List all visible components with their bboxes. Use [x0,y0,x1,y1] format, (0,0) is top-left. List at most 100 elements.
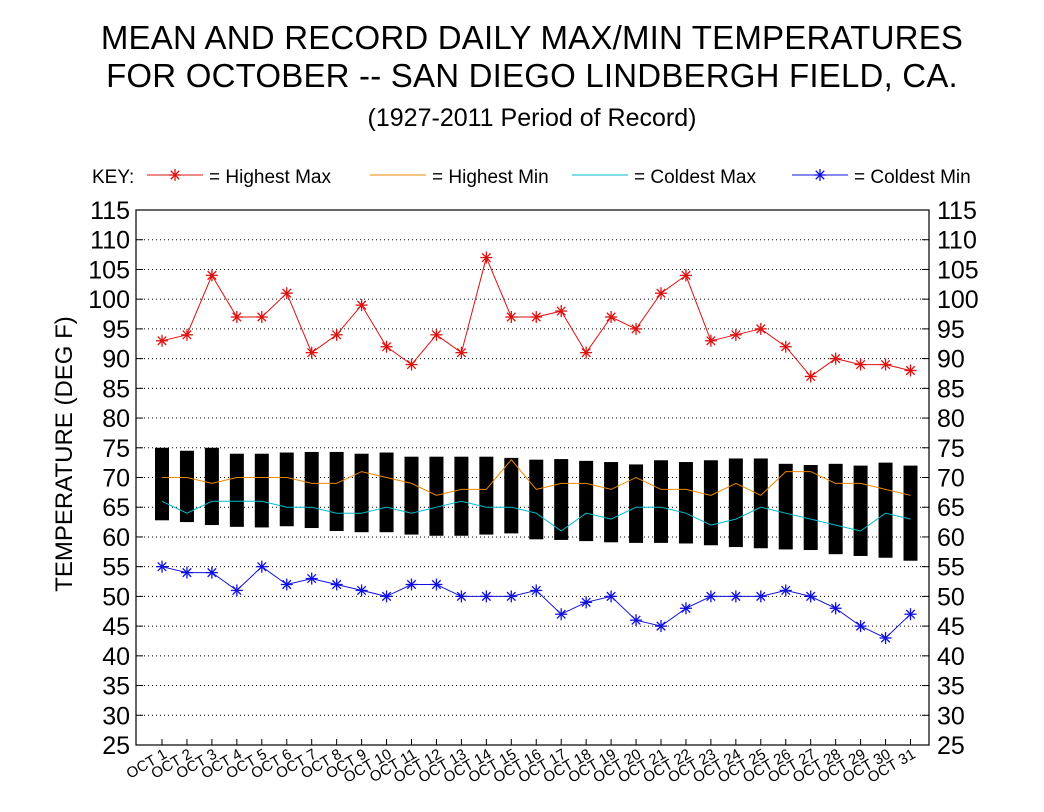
asterisk-marker [630,614,643,627]
y-tick-label-left: 25 [102,732,130,760]
y-tick-label-left: 55 [102,554,130,582]
asterisk-marker [555,608,568,621]
chart-title-line2: FOR OCTOBER -- SAN DIEGO LINDBERGH FIELD… [106,57,958,94]
y-tick-label-right: 45 [937,613,965,641]
asterisk-marker [255,311,268,323]
asterisk-marker [854,358,867,371]
mean-range-bar [778,463,793,550]
asterisk-marker [330,328,343,341]
asterisk-marker [879,632,892,644]
mean-range-bar [329,451,344,531]
y-tick-label-right: 95 [937,316,965,344]
asterisk-marker [655,620,667,633]
mean-range-bar [204,447,219,526]
asterisk-marker [655,287,667,300]
asterisk-marker [305,346,318,359]
y-tick-label-left: 35 [102,673,130,701]
asterisk-marker [156,334,168,347]
asterisk-marker [530,584,543,597]
asterisk-marker [380,590,393,603]
mean-range-bar [379,452,394,533]
mean-range-bar [429,456,444,536]
asterisk-marker [430,578,443,591]
asterisk-marker [430,328,443,341]
legend-label: = Coldest Max [634,167,756,188]
y-tick-label-right: 80 [937,405,965,433]
mean-range-bar [354,453,369,533]
asterisk-marker [480,590,493,603]
y-tick-label-left: 40 [102,643,130,671]
mean-range-bar [878,462,893,558]
asterisk-marker [330,578,343,591]
legend-label: = Highest Min [432,167,549,188]
mean-range-bars [155,447,918,561]
asterisk-marker [455,590,468,603]
y-axis-label: TEMPERATURE (DEG F) [51,316,78,592]
asterisk-marker [580,596,593,609]
y-tick-label-right: 90 [937,346,965,374]
mean-range-bar [753,458,768,549]
asterisk-marker [679,269,692,282]
y-tick-label-left: 90 [102,346,130,374]
mean-range-bar [654,460,668,543]
series-lines [156,251,917,644]
asterisk-marker [505,311,518,323]
asterisk-marker [205,269,218,282]
mean-range-bar [903,465,918,561]
asterisk-marker [580,346,593,359]
asterisk-marker [829,602,842,615]
mean-range-bar [728,458,743,548]
y-tick-label-right: 105 [937,256,979,284]
y-tick-label-left: 80 [102,405,130,433]
y-tick-label-left: 30 [102,702,130,730]
asterisk-marker [405,578,418,591]
asterisk-marker [754,590,767,603]
asterisk-marker [704,590,717,603]
asterisk-marker [904,608,917,621]
asterisk-marker [180,328,193,341]
mean-range-bar [155,447,169,521]
asterisk-marker [704,334,717,347]
asterisk-marker [555,305,568,318]
mean-range-bar [579,460,594,542]
mean-range-bar [479,456,494,535]
asterisk-marker [180,566,193,579]
y-tick-label-left: 50 [102,583,130,611]
mean-range-bar [404,456,419,535]
y-tick-label-right: 30 [937,702,965,730]
asterisk-marker [605,590,618,603]
y-tick-label-right: 110 [937,227,977,255]
asterisk-marker [814,169,826,181]
asterisk-marker [455,346,468,359]
asterisk-marker [230,311,243,323]
y-tick-label-left: 45 [102,613,130,641]
chart-title-line1: MEAN AND RECORD DAILY MAX/MIN TEMPERATUR… [100,19,964,56]
legend-label: = Highest Max [209,167,331,188]
asterisk-marker [255,560,268,573]
y-tick-label-right: 70 [937,465,965,493]
mean-range-bar [828,463,843,555]
mean-range-bar [254,453,269,528]
mean-range-bar [179,450,194,523]
mean-range-bar [703,460,718,546]
coldest-min-line [161,566,911,639]
asterisk-marker [205,566,218,579]
asterisk-marker [355,584,368,597]
asterisk-marker [355,299,368,312]
mean-range-bar [803,465,818,551]
asterisk-marker [829,352,842,365]
asterisk-marker [530,311,543,323]
legend-label: = Coldest Min [854,167,971,188]
asterisk-marker [729,328,742,341]
y-tick-label-right: 55 [937,554,965,582]
asterisk-marker [230,584,243,597]
mean-range-bar [304,451,319,529]
y-tick-label-left: 85 [102,375,130,403]
y-tick-label-right: 100 [937,286,979,314]
y-tick-label-left: 70 [102,465,130,493]
asterisk-marker [779,340,792,353]
mean-range-bar [678,462,693,544]
y-tick-label-right: 35 [937,673,965,701]
asterisk-marker [729,590,742,603]
y-tick-label-right: 25 [937,732,965,760]
